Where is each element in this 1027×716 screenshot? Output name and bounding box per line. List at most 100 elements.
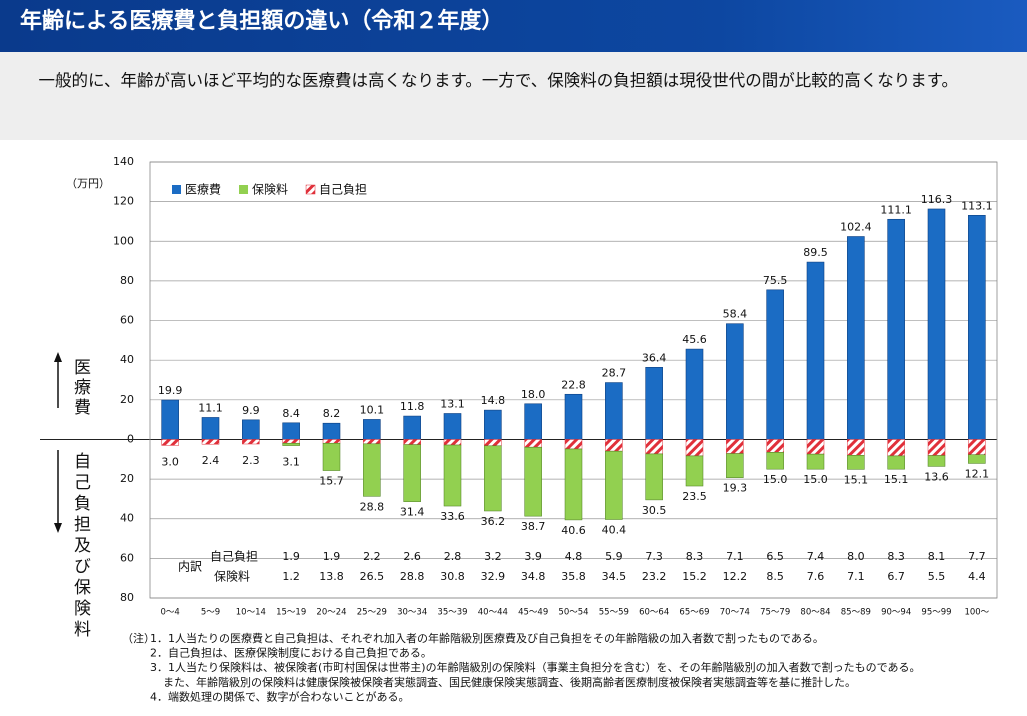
- bar: [564, 439, 583, 450]
- bar: [242, 439, 260, 445]
- breakdown-value: 7.3: [645, 550, 663, 563]
- bar: [806, 453, 825, 470]
- value-label: 14.8: [481, 394, 506, 407]
- x-tick-label: 20～24: [316, 608, 346, 618]
- bar: [927, 439, 946, 456]
- breakdown-row-label: 自己負担: [210, 550, 258, 564]
- total-label: 2.3: [242, 454, 260, 467]
- breakdown-value: 2.8: [444, 550, 462, 563]
- total-label: 3.1: [282, 456, 300, 469]
- down-label: 自己負担及び保険料: [70, 452, 91, 641]
- bar: [968, 439, 986, 455]
- value-label: 22.8: [561, 378, 586, 391]
- bar: [645, 367, 663, 440]
- value-label: 9.9: [242, 404, 260, 417]
- value-label: 113.1: [961, 199, 993, 212]
- x-tick-label: 40～44: [478, 608, 508, 618]
- x-tick-label: 100～: [964, 608, 989, 618]
- value-label: 18.0: [521, 388, 546, 401]
- bar: [443, 444, 462, 507]
- breakdown-value: 8.0: [847, 550, 865, 563]
- legend-label: 保険料: [252, 183, 288, 197]
- value-label: 8.4: [282, 407, 300, 420]
- bar: [887, 455, 905, 470]
- bar: [282, 422, 300, 440]
- breakdown-value: 23.2: [642, 570, 667, 583]
- y-tick-label: 120: [113, 195, 134, 208]
- breakdown-value: 8.1: [928, 550, 946, 563]
- breakdown-value: 7.1: [847, 570, 865, 583]
- x-tick-label: 95～99: [921, 608, 951, 618]
- bar: [806, 439, 825, 455]
- bar: [524, 446, 542, 517]
- total-label: 15.0: [763, 473, 788, 486]
- note-line: 2．自己負担は、医療保険制度における自己負担である。: [150, 646, 432, 660]
- down-arrow-head: [54, 523, 62, 533]
- bar: [322, 442, 341, 471]
- value-label: 10.1: [360, 403, 385, 416]
- breakdown-value: 3.2: [484, 550, 502, 563]
- x-tick-label: 50～54: [558, 608, 588, 618]
- bar: [766, 289, 784, 440]
- bar: [726, 323, 744, 440]
- bar: [726, 439, 744, 454]
- value-label: 45.6: [682, 333, 707, 346]
- bar: [564, 448, 583, 521]
- y-tick-label: 20: [120, 472, 134, 485]
- total-label: 28.8: [360, 500, 385, 513]
- intro-text: 一般的に、年齢が高いほど平均的な医療費は高くなります。一方で、保険料の負担額は現…: [0, 52, 1027, 140]
- breakdown-value: 6.5: [766, 550, 784, 563]
- breakdown-value: 34.5: [602, 570, 627, 583]
- total-label: 38.7: [521, 520, 546, 533]
- breakdown-value: 4.4: [968, 570, 986, 583]
- breakdown-value: 1.9: [323, 550, 341, 563]
- legend-swatch: [172, 185, 181, 194]
- x-tick-label: 70～74: [720, 608, 750, 618]
- note-line: 3．1人当たり保険料は、被保険者(市町村国保は世帯主)の年齢階級別の保険料（事業…: [150, 660, 920, 674]
- chart: 80604020020406080100120140（万円）医療費自己負担及び保…: [40, 155, 998, 703]
- bar: [685, 348, 704, 440]
- x-tick-label: 45～49: [518, 608, 548, 618]
- breakdown-value: 12.2: [723, 570, 748, 583]
- x-tick-label: 30～34: [397, 608, 427, 618]
- value-label: 13.1: [440, 397, 465, 410]
- x-tick-label: 5～9: [201, 608, 220, 618]
- value-label: 8.2: [323, 407, 341, 420]
- breakdown-value: 5.5: [928, 570, 946, 583]
- bar: [645, 439, 663, 455]
- bar: [766, 439, 784, 453]
- bar: [322, 439, 341, 444]
- y-tick-label: 80: [120, 274, 134, 287]
- breakdown-value: 30.8: [440, 570, 465, 583]
- breakdown-value: 26.5: [360, 570, 385, 583]
- breakdown-value: 32.9: [481, 570, 506, 583]
- breakdown-value: 1.2: [282, 570, 300, 583]
- bar: [847, 439, 865, 456]
- breakdown-value: 1.9: [282, 550, 300, 563]
- total-label: 36.2: [481, 515, 506, 528]
- total-label: 40.4: [602, 524, 627, 537]
- total-label: 19.3: [723, 482, 748, 495]
- value-label: 102.4: [840, 221, 872, 234]
- bar: [403, 415, 421, 440]
- value-label: 28.7: [602, 367, 627, 380]
- breakdown-value: 8.5: [766, 570, 784, 583]
- bar: [887, 218, 905, 440]
- bar: [363, 439, 381, 445]
- x-tick-label: 10～14: [236, 608, 266, 618]
- bar: [403, 439, 421, 445]
- y-tick-label: 40: [120, 353, 134, 366]
- breakdown-value: 28.8: [400, 570, 425, 583]
- value-label: 19.9: [158, 384, 183, 397]
- breakdown-value: 8.3: [887, 550, 905, 563]
- bar: [484, 445, 502, 512]
- value-label: 36.4: [642, 351, 667, 364]
- total-label: 12.1: [965, 467, 990, 480]
- total-label: 15.0: [803, 473, 828, 486]
- value-label: 75.5: [763, 274, 788, 287]
- total-label: 15.7: [319, 475, 344, 488]
- breakdown-value: 4.8: [565, 550, 583, 563]
- x-tick-label: 60～64: [639, 608, 669, 618]
- bar: [605, 439, 623, 452]
- breakdown-value: 13.8: [319, 570, 344, 583]
